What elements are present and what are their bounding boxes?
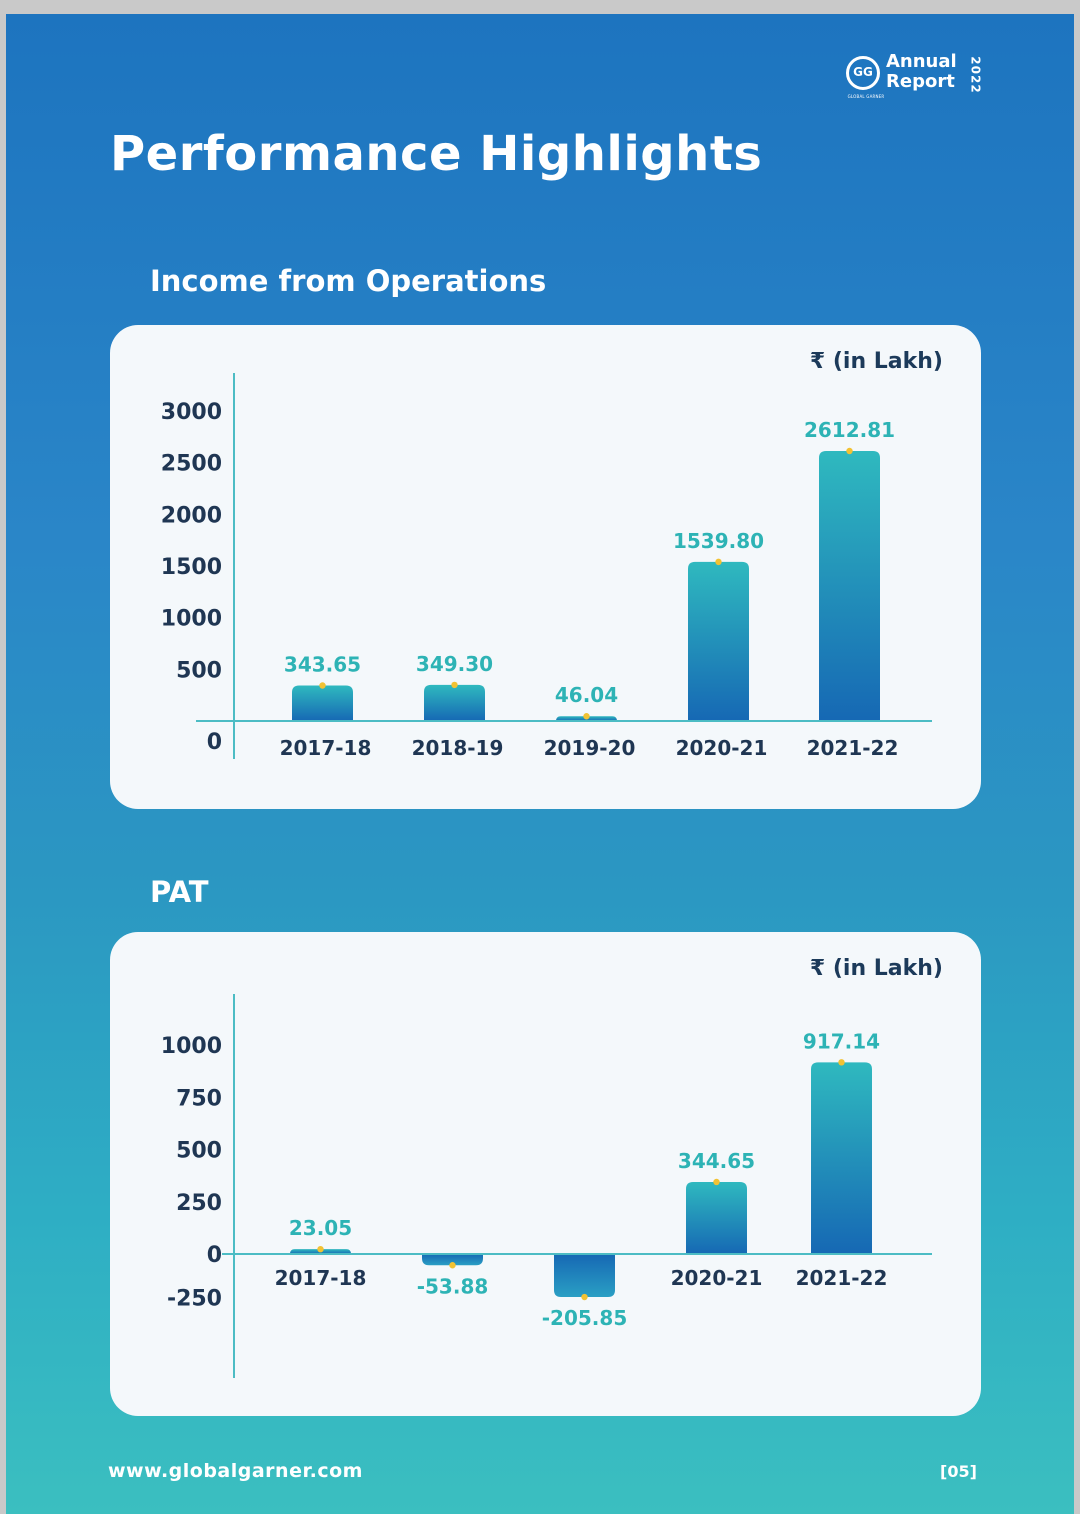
pat-section-title: PAT <box>150 875 209 909</box>
pat-value-label: 917.14 <box>803 1029 880 1053</box>
income-y-tick-label: 0 <box>207 730 222 755</box>
income-bar-marker <box>319 682 326 689</box>
pat-chart-card: ₹ (in Lakh) -250 0 250 500 750 1000 23.05 2017-… <box>110 932 981 1416</box>
logo-emblem-icon: GG <box>846 56 880 90</box>
pat-bar-marker <box>317 1245 324 1253</box>
report-page: GG GLOBAL GARNER Annual Report 2022 Perf… <box>6 14 1074 1514</box>
pat-y-tick-label: 750 <box>176 1086 222 1111</box>
income-value-label: 343.65 <box>284 652 361 676</box>
income-x-tick-label: 2021-22 <box>807 736 899 760</box>
pat-x-tick-label: 2017-18 <box>275 1266 367 1290</box>
pat-bar-marker <box>838 1059 845 1066</box>
pat-x-tick-label: 2021-22 <box>796 1266 888 1290</box>
income-bar-marker <box>715 558 722 566</box>
income-y-tick-label: 500 <box>176 658 222 683</box>
income-y-tick-label: 2000 <box>161 503 222 528</box>
income-bar-2017-18 <box>292 685 353 721</box>
income-y-tick-label: 1000 <box>161 607 222 632</box>
company-logo: GG GLOBAL GARNER Annual Report 2022 <box>846 51 983 104</box>
income-y-tick-label: 2500 <box>161 452 222 477</box>
pat-bar-2020-21 <box>686 1181 747 1254</box>
income-bar-marker <box>846 447 853 455</box>
income-value-label: 2612.81 <box>804 418 895 442</box>
pat-unit-label: ₹ (in Lakh) <box>809 956 943 981</box>
income-y-tick-label: 1500 <box>161 555 222 580</box>
pat-bar-marker <box>713 1178 720 1186</box>
income-unit-label: ₹ (in Lakh) <box>809 349 943 374</box>
income-bar-2021-22 <box>819 451 880 721</box>
pat-bar-marker <box>449 1262 456 1269</box>
pat-y-tick-label: 1000 <box>161 1034 222 1059</box>
logo-report-text: Report <box>886 71 955 92</box>
logo-emblem-text: GG <box>853 65 873 79</box>
pat-y-tick-label: 500 <box>176 1139 222 1164</box>
income-bar-marker <box>451 681 458 689</box>
income-value-label: 46.04 <box>555 683 618 707</box>
logo-subtext: GLOBAL GARNER <box>847 94 885 99</box>
pat-bar-2021-22 <box>811 1062 872 1254</box>
logo-annual-text: Annual <box>886 51 957 72</box>
income-x-tick-label: 2017-18 <box>280 736 372 760</box>
income-value-label: 1539.80 <box>673 529 764 553</box>
footer-url-link[interactable]: www.globalgarner.com <box>108 1460 363 1482</box>
pat-y-tick-label: 250 <box>176 1191 222 1216</box>
pat-chart: -250 0 250 500 750 1000 23.05 2017-18 -53.88 -205… <box>161 994 932 1378</box>
income-chart-card: ₹ (in Lakh) 0 500 1000 1500 2000 2500 3000 343.… <box>110 325 981 809</box>
income-x-tick-label: 2018-19 <box>412 736 504 760</box>
income-section-title: Income from Operations <box>150 264 547 298</box>
income-x-tick-label: 2019-20 <box>544 736 636 760</box>
income-value-label: 349.30 <box>416 652 493 676</box>
income-bar-2020-21 <box>688 561 749 721</box>
income-chart: 0 500 1000 1500 2000 2500 3000 343.65 2017-18 349… <box>161 373 932 760</box>
income-bar-marker <box>583 713 590 720</box>
pat-bar-2018-19 <box>422 1254 483 1266</box>
pat-value-label: 344.65 <box>678 1149 755 1173</box>
logo-year-text: 2022 <box>968 56 983 94</box>
pat-value-label: 23.05 <box>289 1216 352 1240</box>
pat-value-label: -205.85 <box>542 1306 627 1330</box>
pat-y-tick-label: -250 <box>167 1286 222 1311</box>
pat-y-tick-label: 0 <box>207 1243 222 1268</box>
pat-value-label: -53.88 <box>417 1274 489 1298</box>
income-bar-2018-19 <box>424 684 485 721</box>
pat-bar-marker <box>581 1293 588 1301</box>
income-x-tick-label: 2020-21 <box>676 736 768 760</box>
pat-x-tick-label: 2020-21 <box>671 1266 763 1290</box>
page-title: Performance Highlights <box>110 126 763 182</box>
income-y-tick-label: 3000 <box>161 400 222 425</box>
footer-page-number: [05] <box>940 1462 977 1481</box>
pat-bar-2019-20 <box>554 1254 615 1298</box>
